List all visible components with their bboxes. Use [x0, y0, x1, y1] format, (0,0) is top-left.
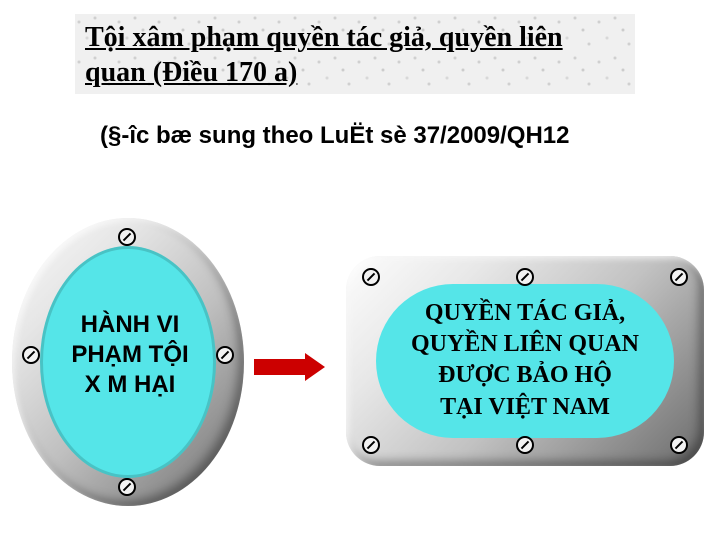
screw-icon [118, 478, 136, 496]
screw-icon [670, 436, 688, 454]
right-node-label: QUYỀN TÁC GIẢ, QUYỀN LIÊN QUAN ĐƯỢC BẢO … [376, 298, 674, 423]
screw-icon [516, 268, 534, 286]
arrow-shaft [254, 359, 306, 375]
title-box: Tội xâm phạm quyền tác giả, quyền liên q… [75, 14, 635, 94]
slide-canvas: Tội xâm phạm quyền tác giả, quyền liên q… [0, 0, 720, 540]
screw-icon [362, 268, 380, 286]
screw-icon [670, 268, 688, 286]
arrow-head-icon [305, 353, 325, 381]
arrow [254, 353, 325, 381]
screw-icon [362, 436, 380, 454]
slide-subtitle: (§-îc bæ sung theo LuËt sè 37/2009/QH12 [100, 122, 569, 150]
screw-icon [516, 436, 534, 454]
left-node-label: HÀNH VI PHẠM TỘI X M HẠI [30, 310, 230, 400]
slide-title: Tội xâm phạm quyền tác giả, quyền liên q… [85, 20, 625, 90]
screw-icon [118, 228, 136, 246]
